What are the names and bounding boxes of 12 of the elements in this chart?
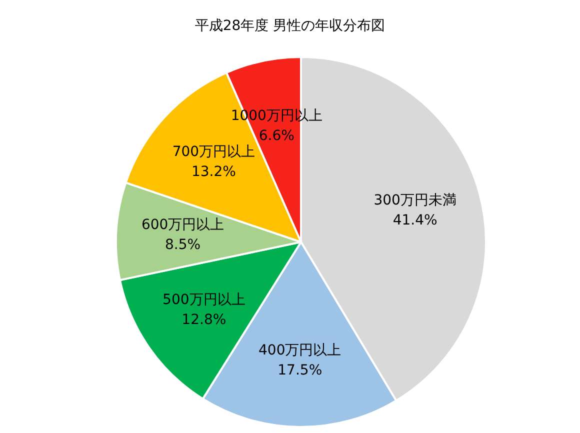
data-label: 17.5% <box>278 362 322 378</box>
chart-title: 平成28年度 男性の年収分布図 <box>194 18 386 34</box>
data-label: 12.8% <box>182 312 226 328</box>
slice-label: 500万円以上 <box>162 292 246 308</box>
data-label: 8.5% <box>165 236 201 253</box>
slice-label: 600万円以上 <box>141 216 224 233</box>
data-label: 13.2% <box>191 164 236 180</box>
slice-label: 700万円以上 <box>172 144 256 160</box>
slice-label: 400万円以上 <box>258 342 342 358</box>
slice-label: 300万円未満 <box>374 192 456 208</box>
data-label: 6.6% <box>258 128 294 144</box>
data-label: 41.4% <box>392 212 438 228</box>
